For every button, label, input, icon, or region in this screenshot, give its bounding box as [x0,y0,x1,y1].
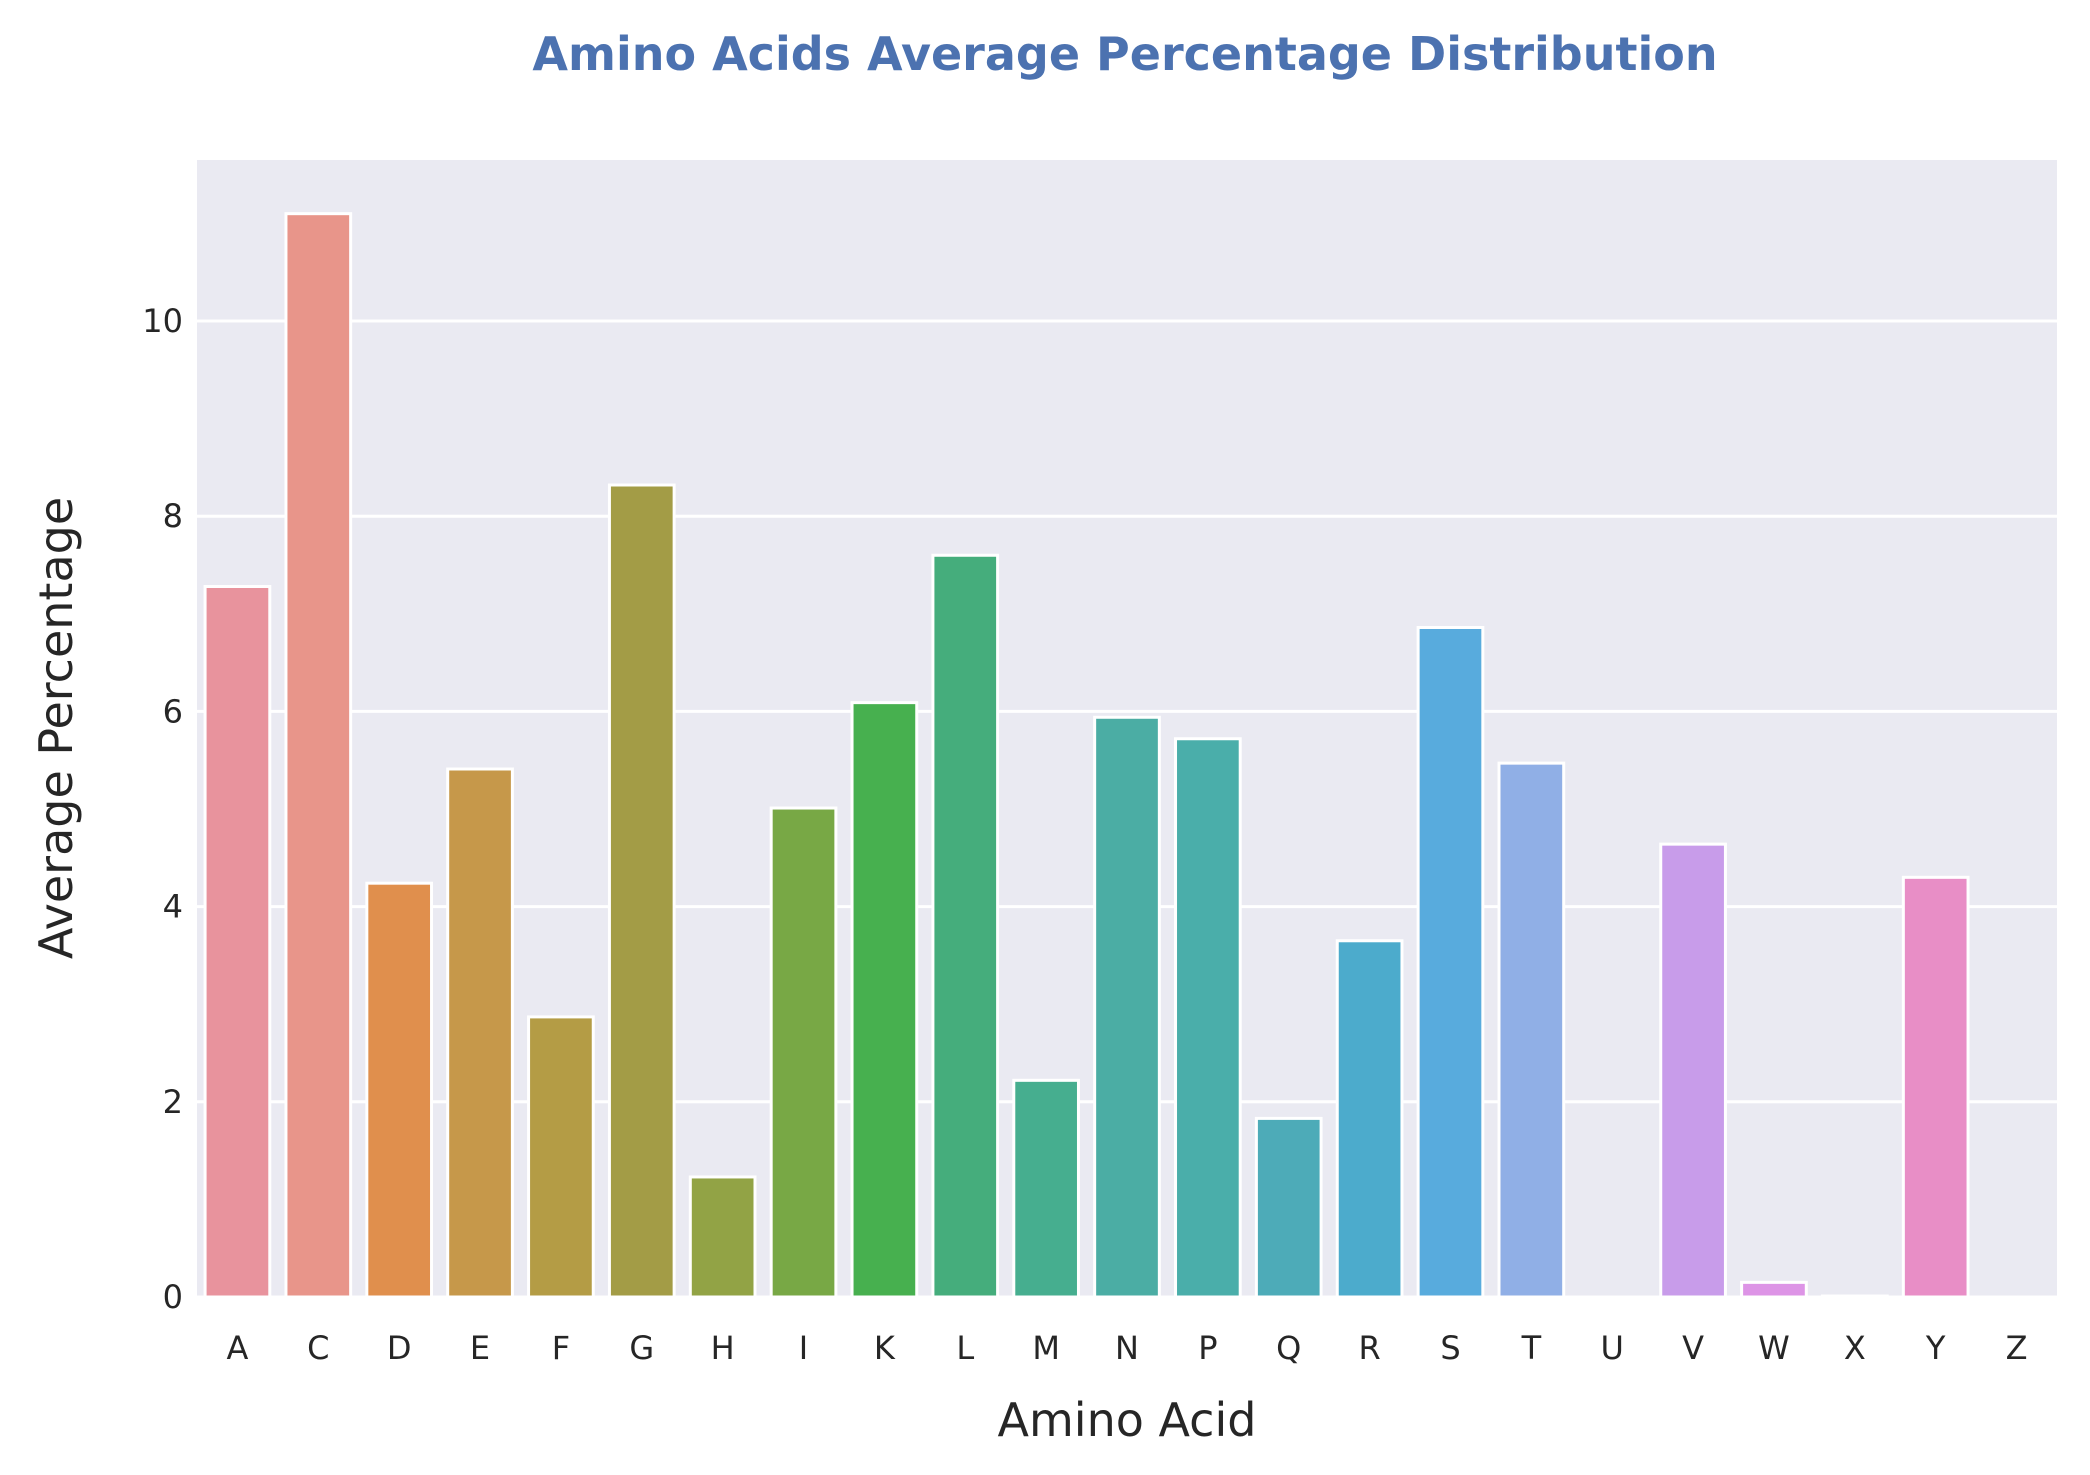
x-tick-label: S [1440,1329,1460,1367]
x-tick-label: X [1844,1329,1866,1367]
x-tick-label: G [629,1329,654,1367]
bar-T [1497,761,1566,1299]
y-tick-label: 4 [163,888,183,926]
chart-title: Amino Acids Average Percentage Distribut… [532,27,1717,81]
bars [203,212,1970,1299]
bar-S [1416,625,1485,1299]
bar-L [931,553,1000,1299]
y-tick-label: 8 [163,497,183,535]
x-axis-label: Amino Acid [998,1393,1257,1447]
y-tick-label: 0 [163,1278,183,1316]
bar-Q [1254,1116,1323,1299]
bar-F [527,1015,595,1299]
x-tick-label: R [1358,1329,1380,1367]
bar-M [1012,1078,1080,1299]
y-tick-label: 6 [163,692,183,730]
bar-D [365,881,434,1299]
x-tick-label: P [1198,1329,1217,1367]
bar-E [446,767,514,1299]
x-tick-label: I [799,1329,808,1367]
x-tick-label: A [226,1329,248,1367]
bar-I [769,806,838,1299]
bar-W [1740,1280,1808,1299]
bar-N [1093,715,1161,1299]
x-tick-label: F [552,1329,570,1367]
y-axis-label: Average Percentage [29,497,83,959]
x-tick-label: N [1115,1329,1139,1367]
x-tick-label: H [711,1329,735,1367]
y-tick-label: 2 [163,1083,183,1121]
y-tick-labels: 0 2 4 6 8 10 [142,302,183,1316]
bar-K [850,701,919,1299]
y-tick-label: 10 [142,302,183,340]
bar-V [1659,842,1727,1299]
x-tick-label: V [1682,1329,1704,1367]
bar-R [1335,939,1404,1299]
x-tick-label: M [1032,1329,1060,1367]
bar-Y [1901,875,1970,1299]
bar-G [607,483,676,1299]
x-tick-label: C [307,1329,329,1367]
x-tick-label: Y [1925,1329,1946,1367]
x-tick-label: K [874,1329,896,1367]
bar-P [1174,737,1242,1299]
x-tick-label: Q [1276,1329,1301,1367]
x-tick-label: L [956,1329,974,1367]
x-tick-label: E [470,1329,490,1367]
x-tick-label: Z [2006,1329,2028,1367]
bar-X [1820,1294,1889,1299]
x-tick-label: D [387,1329,412,1367]
x-tick-label: U [1601,1329,1624,1367]
bar-C [284,212,353,1299]
x-tick-label: W [1758,1329,1790,1367]
bar-H [688,1175,757,1299]
bar-A [203,584,272,1299]
x-tick-label: T [1521,1329,1542,1367]
